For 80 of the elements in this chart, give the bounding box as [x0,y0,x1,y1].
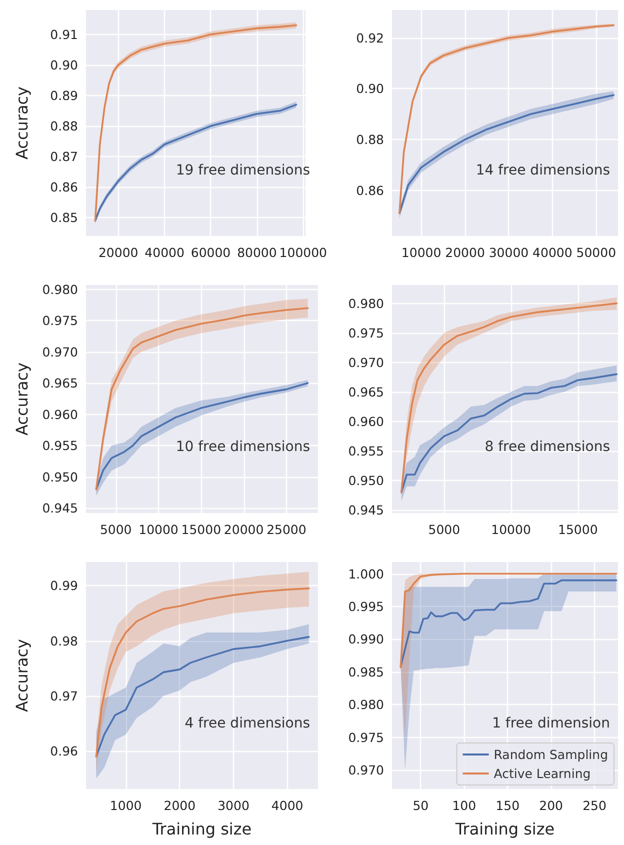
y-tick-label: 0.970 [42,344,78,360]
y-tick-label: 0.88 [50,118,78,134]
x-tick-label: 150 [496,798,520,813]
x-tick-label: 30000 [488,245,529,260]
x-tick-label: 3000 [218,798,250,813]
y-tick-label: 0.90 [50,57,78,72]
x-tick-label: 5000 [428,522,460,537]
x-tick-label: 4000 [271,798,304,813]
x-tick-label: 15000 [181,522,222,537]
y-tick-label: 0.970 [348,354,384,370]
y-tick-label: 0.955 [42,438,78,454]
y-tick-label: 0.87 [50,149,78,164]
annotation: 4 free dimensions [184,715,310,732]
annotation: 14 free dimensions [476,162,610,179]
y-tick-label: 0.86 [356,182,384,198]
y-tick-label: 0.99 [50,578,78,594]
y-tick-label: 0.975 [348,730,384,745]
x-tick-label: 5000 [100,522,132,537]
y-axis-title: Accuracy [12,86,32,160]
annotation: 8 free dimensions [484,439,610,456]
y-tick-label: 0.90 [356,81,384,96]
x-tick-label: 20000 [224,522,264,537]
y-tick-label: 0.960 [42,406,78,422]
x-tick-label: 50000 [576,245,616,260]
y-tick-label: 0.97 [50,688,78,704]
y-axis-title: Accuracy [12,362,32,436]
y-tick-label: 0.86 [50,180,78,195]
x-tick-label: 200 [539,798,564,813]
x-tick-label: 40000 [144,245,184,260]
y-tick-label: 1.000 [348,566,384,582]
annotation: 19 free dimensions [176,162,310,179]
y-tick-label: 0.89 [50,88,78,104]
y-tick-label: 0.975 [42,313,78,328]
x-tick-label: 20000 [98,245,138,260]
x-tick-label: 100000 [279,245,328,260]
legend-label: Active Learning [494,766,591,781]
x-tick-label: 250 [582,798,607,813]
y-tick-label: 0.995 [348,598,384,614]
y-tick-label: 0.955 [348,443,384,458]
y-tick-label: 0.975 [348,325,384,340]
x-tick-label: 80000 [237,245,277,260]
y-tick-label: 0.88 [356,132,384,148]
line-series [95,588,310,758]
y-tick-label: 0.970 [348,762,384,778]
y-tick-label: 0.965 [348,384,384,400]
x-tick-label: 10000 [401,245,442,260]
y-tick-label: 0.85 [50,210,78,226]
y-tick-label: 0.980 [348,697,384,712]
x-tick-label: 50 [412,798,429,813]
y-tick-label: 0.945 [42,500,78,516]
x-tick-label: 60000 [190,245,231,260]
x-tick-label: 40000 [532,245,572,260]
y-tick-label: 0.92 [356,30,384,46]
y-tick-label: 0.950 [348,473,384,488]
x-tick-label: 1000 [110,798,142,813]
y-axis-title: Accuracy [12,638,32,712]
y-tick-label: 0.96 [50,743,78,758]
y-tick-label: 0.945 [348,502,384,518]
x-tick-label: 10000 [138,522,178,537]
annotation: 1 free dimension [492,715,610,732]
y-tick-label: 0.960 [348,414,384,429]
y-tick-label: 0.98 [50,633,78,648]
legend-label: Random Sampling [494,747,608,762]
y-tick-label: 0.950 [42,469,78,484]
x-tick-label: 20000 [445,245,485,260]
y-tick-label: 0.990 [348,632,384,647]
x-tick-label: 100 [452,798,476,813]
y-tick-label: 0.980 [42,282,78,297]
annotation: 10 free dimensions [176,439,310,456]
y-tick-label: 0.980 [348,296,384,311]
x-tick-label: 15000 [558,522,598,537]
x-axis-title: Training size [454,820,555,838]
x-tick-label: 25000 [266,522,306,537]
y-tick-label: 0.965 [42,376,78,391]
y-tick-label: 0.91 [50,26,78,42]
x-axis-title: Training size [151,820,252,838]
y-tick-label: 0.985 [348,664,384,680]
line-series [95,636,310,758]
x-tick-label: 2000 [164,798,196,813]
x-tick-label: 10000 [491,522,531,537]
